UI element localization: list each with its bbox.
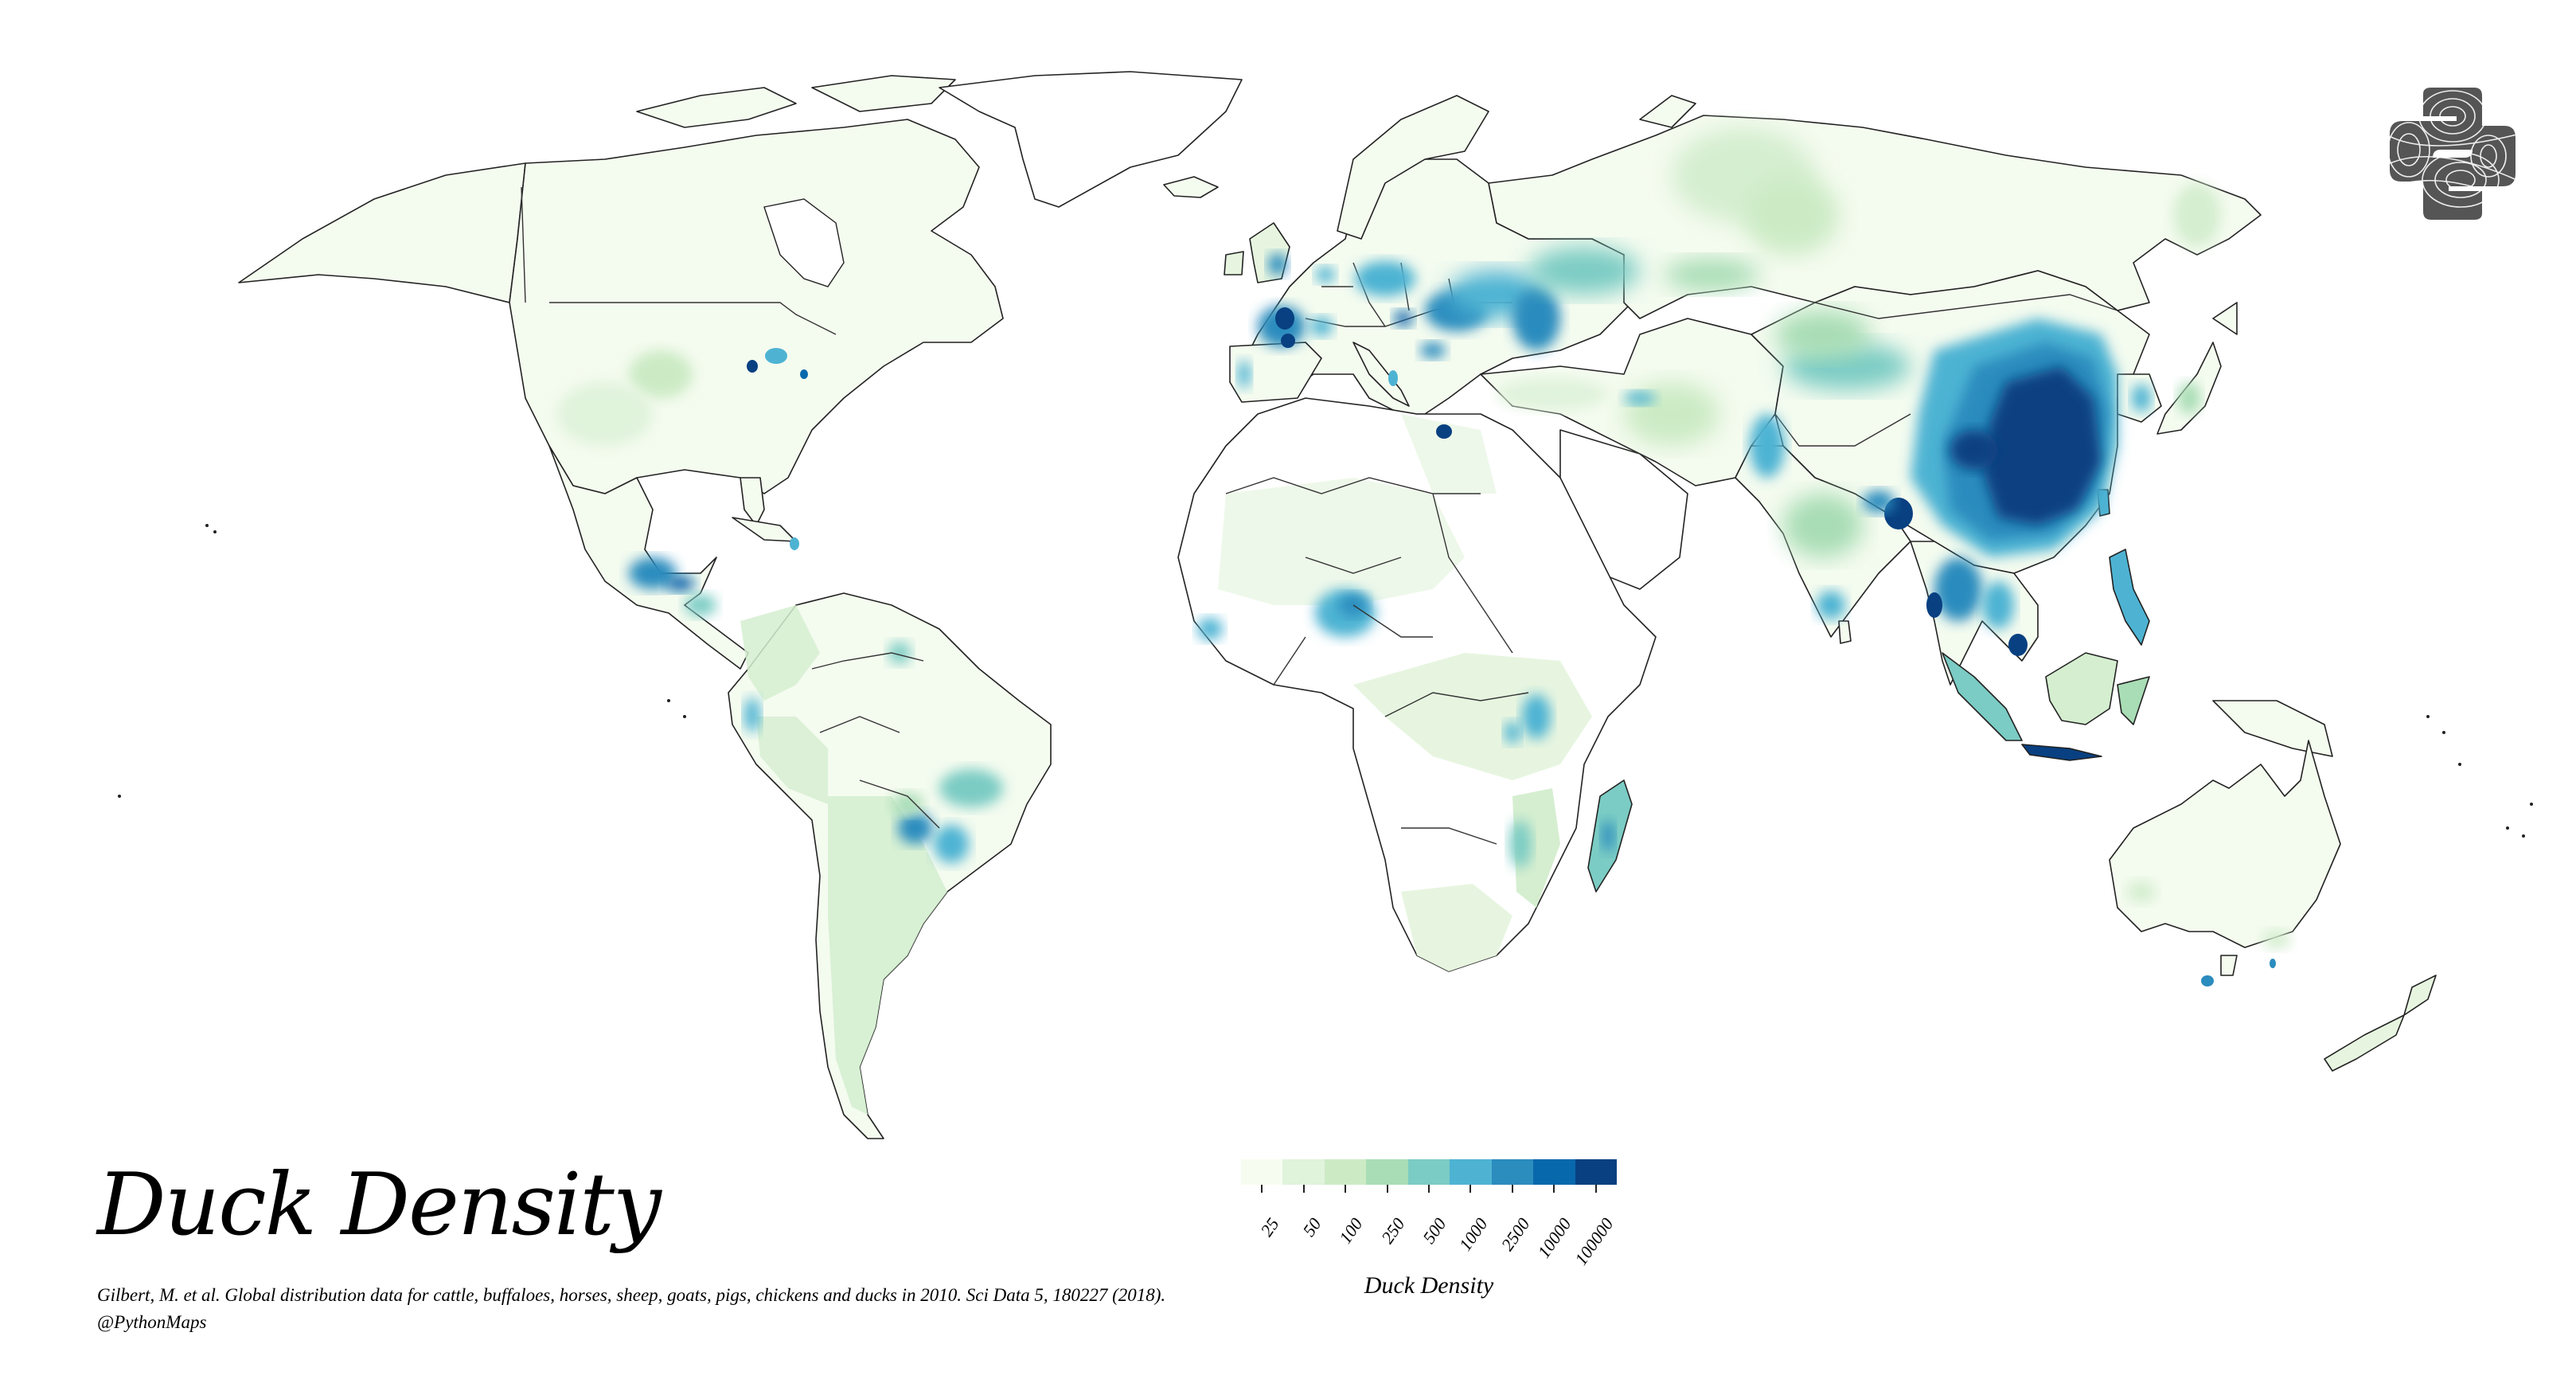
- south-asia-density: [1750, 414, 1913, 619]
- southeast-asia: [1910, 541, 2333, 761]
- colorbar-ticks: [1241, 1185, 1617, 1194]
- colorbar-tick: [1553, 1185, 1555, 1193]
- colorbar-tick: [1594, 1185, 1597, 1193]
- colorbar-tick-label: 1000: [1455, 1214, 1492, 1255]
- citation-reference: Gilbert, M. et al. Global distribution d…: [97, 1285, 1166, 1305]
- pacific-islands: [118, 524, 2533, 838]
- colorbar-tick-label: 100000: [1570, 1214, 1618, 1269]
- citation-author-handle: @PythonMaps: [97, 1312, 207, 1332]
- africa: [1177, 397, 1657, 972]
- north-america: [238, 71, 1243, 670]
- colorbar-tick-label: 500: [1419, 1214, 1450, 1248]
- colorbar-bin: [1575, 1159, 1617, 1185]
- south-america-density: [744, 642, 1003, 863]
- east-asia: [1751, 270, 2238, 574]
- colorbar-tick: [1345, 1185, 1347, 1193]
- south-asia: [1735, 414, 1913, 644]
- colorbar-tick: [1469, 1185, 1472, 1193]
- china-density: [1775, 311, 2200, 557]
- europe: [1224, 95, 1633, 415]
- colorbar-tick-label: 250: [1376, 1214, 1409, 1248]
- colorbar-bin: [1282, 1159, 1325, 1185]
- colorbar-tick: [1302, 1185, 1305, 1193]
- southeast-asia-density: [1926, 557, 2028, 656]
- europe-density: [1238, 253, 1560, 389]
- russia: [1488, 95, 2262, 319]
- colorbar-tick-label: 2500: [1497, 1214, 1534, 1255]
- russia-density: [1528, 127, 2221, 295]
- world-map: [118, 71, 2533, 1139]
- colorbar: [1241, 1159, 1617, 1185]
- colorbar-label: Duck Density: [1364, 1272, 1494, 1299]
- middle-east-density: [1497, 378, 1719, 446]
- colorbar-bin: [1450, 1159, 1492, 1185]
- colorbar-tick-label: 10000: [1533, 1214, 1575, 1262]
- colorbar-bin: [1241, 1159, 1283, 1185]
- africa-density: [1197, 424, 1551, 868]
- colorbar-bin: [1366, 1159, 1408, 1185]
- colorbar-tick-label: 25: [1256, 1214, 1283, 1240]
- colorbar-bin: [1407, 1159, 1450, 1185]
- colorbar-tick-label: 50: [1298, 1214, 1325, 1240]
- citation: Gilbert, M. et al. Global distribution d…: [97, 1282, 1165, 1336]
- page-title: Duck Density: [97, 1155, 662, 1255]
- python-topographic-logo-icon: [2390, 88, 2516, 220]
- colorbar-tick: [1386, 1185, 1388, 1193]
- colorbar-bin: [1324, 1159, 1367, 1185]
- north-america-density: [557, 348, 808, 616]
- colorbar-bin: [1533, 1159, 1575, 1185]
- colorbar-bin: [1491, 1159, 1534, 1185]
- colorbar-tick-label: 100: [1335, 1214, 1367, 1248]
- oceania: [2109, 740, 2437, 1072]
- south-america: [728, 592, 1052, 1139]
- colorbar-tick: [1511, 1185, 1513, 1193]
- colorbar-tick: [1261, 1185, 1263, 1193]
- colorbar-tick: [1428, 1185, 1430, 1193]
